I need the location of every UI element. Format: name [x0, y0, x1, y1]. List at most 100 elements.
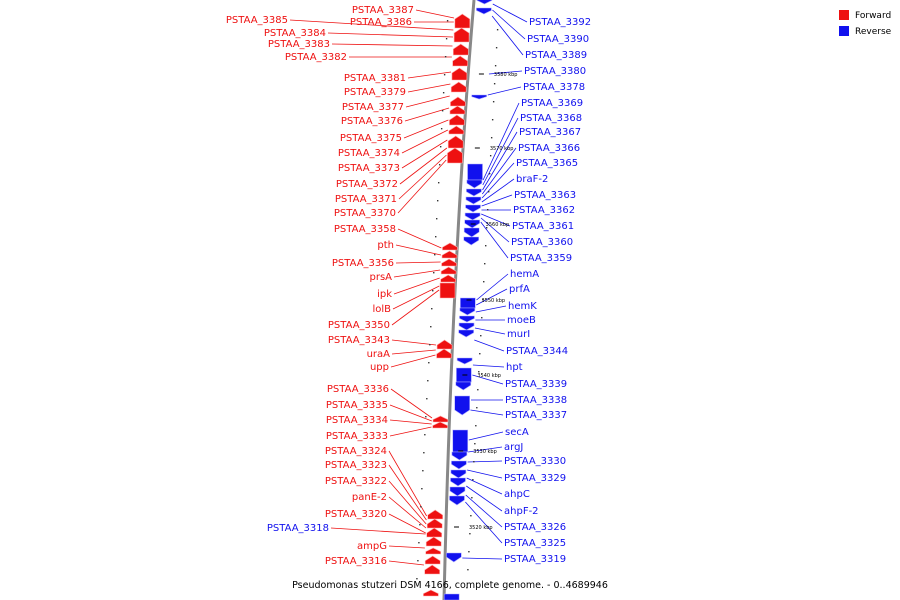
forward-gene-feature[interactable]: [424, 555, 441, 565]
reverse-gene-feature[interactable]: [476, 0, 493, 5]
forward-gene-feature[interactable]: [432, 421, 448, 429]
forward-gene-feature[interactable]: [447, 135, 464, 149]
forward-gene-feature[interactable]: [452, 55, 468, 67]
forward-gene-feature[interactable]: [425, 536, 442, 547]
forward-gene-feature[interactable]: [447, 147, 463, 164]
forward-gene-feature[interactable]: [442, 242, 458, 251]
forward-gene-feature[interactable]: [436, 339, 453, 350]
reverse-gene-feature[interactable]: [466, 179, 483, 189]
reverse-gene-feature[interactable]: [458, 322, 475, 331]
reverse-gene-label[interactable]: hemA: [510, 269, 539, 280]
reverse-gene-label[interactable]: PSTAA_3337: [505, 410, 567, 421]
forward-gene-label[interactable]: PSTAA_3386: [350, 17, 412, 28]
reverse-gene-feature[interactable]: [465, 196, 482, 205]
reverse-gene-label[interactable]: PSTAA_3344: [506, 346, 568, 357]
forward-gene-feature[interactable]: [454, 13, 471, 29]
reverse-gene-label[interactable]: hemK: [508, 301, 537, 312]
forward-gene-label[interactable]: PSTAA_3374: [338, 148, 400, 159]
reverse-gene-feature[interactable]: [449, 486, 466, 497]
reverse-gene-feature[interactable]: [450, 477, 466, 487]
forward-gene-label[interactable]: PSTAA_3384: [264, 28, 326, 39]
forward-gene-label[interactable]: PSTAA_3385: [226, 15, 288, 26]
forward-gene-label[interactable]: PSTAA_3335: [326, 400, 388, 411]
forward-gene-label[interactable]: PSTAA_3387: [352, 5, 414, 16]
reverse-gene-feature[interactable]: [459, 315, 475, 323]
forward-gene-label[interactable]: PSTAA_3377: [342, 102, 404, 113]
reverse-gene-label[interactable]: PSTAA_3390: [527, 34, 589, 45]
forward-gene-label[interactable]: PSTAA_3324: [325, 446, 387, 457]
forward-gene-label[interactable]: ipk: [377, 289, 392, 300]
forward-gene-feature[interactable]: [423, 589, 439, 597]
reverse-gene-label[interactable]: PSTAA_3338: [505, 395, 567, 406]
forward-gene-feature[interactable]: [453, 27, 470, 43]
forward-gene-feature[interactable]: [441, 258, 457, 267]
reverse-gene-label[interactable]: PSTAA_3380: [524, 66, 586, 77]
forward-gene-label[interactable]: PSTAA_3322: [325, 476, 387, 487]
forward-gene-feature[interactable]: [449, 105, 466, 115]
reverse-gene-feature[interactable]: [466, 188, 482, 197]
forward-gene-feature[interactable]: [448, 125, 465, 135]
reverse-gene-feature[interactable]: [451, 451, 468, 461]
reverse-gene-label[interactable]: moeB: [507, 315, 536, 326]
reverse-gene-feature[interactable]: [443, 593, 460, 600]
reverse-gene-label[interactable]: argJ: [504, 442, 523, 453]
forward-gene-label[interactable]: PSTAA_3375: [340, 133, 402, 144]
reverse-gene-label[interactable]: PSTAA_3360: [511, 237, 573, 248]
reverse-gene-label[interactable]: PSTAA_3392: [529, 17, 591, 28]
reverse-gene-label[interactable]: PSTAA_3366: [518, 143, 580, 154]
reverse-gene-label[interactable]: hpt: [506, 362, 523, 373]
reverse-gene-feature[interactable]: [460, 297, 476, 309]
reverse-gene-label[interactable]: PSTAA_3330: [504, 456, 566, 467]
reverse-gene-feature[interactable]: [465, 204, 481, 213]
reverse-gene-label[interactable]: PSTAA_3319: [504, 554, 566, 565]
forward-gene-label[interactable]: PSTAA_3370: [334, 208, 396, 219]
reverse-gene-feature[interactable]: [451, 460, 467, 470]
forward-gene-feature[interactable]: [427, 509, 444, 520]
forward-gene-label[interactable]: PSTAA_3382: [285, 52, 347, 63]
forward-gene-label[interactable]: PSTAA_3383: [268, 39, 330, 50]
reverse-gene-feature[interactable]: [458, 329, 474, 338]
forward-gene-feature[interactable]: [432, 415, 449, 423]
forward-gene-label[interactable]: PSTAA_3316: [325, 556, 387, 567]
forward-gene-feature[interactable]: [426, 527, 443, 538]
reverse-gene-label[interactable]: prfA: [509, 284, 530, 295]
forward-gene-label[interactable]: PSTAA_3320: [325, 509, 387, 520]
reverse-gene-feature[interactable]: [471, 94, 487, 100]
reverse-gene-label[interactable]: ahpF-2: [504, 506, 539, 517]
reverse-gene-label[interactable]: PSTAA_3339: [505, 379, 567, 390]
reverse-gene-label[interactable]: PSTAA_3359: [510, 253, 572, 264]
forward-gene-label[interactable]: prsA: [369, 272, 392, 283]
reverse-gene-feature[interactable]: [455, 381, 472, 391]
forward-gene-label[interactable]: PSTAA_3334: [326, 415, 388, 426]
forward-gene-feature[interactable]: [451, 67, 468, 81]
forward-gene-feature[interactable]: [436, 348, 452, 359]
forward-gene-label[interactable]: panE-2: [352, 492, 387, 503]
reverse-gene-label[interactable]: PSTAA_3325: [504, 538, 566, 549]
forward-gene-feature[interactable]: [449, 114, 465, 126]
reverse-gene-feature[interactable]: [464, 212, 481, 221]
reverse-gene-feature[interactable]: [450, 469, 467, 479]
reverse-gene-label[interactable]: PSTAA_3361: [512, 221, 574, 232]
forward-gene-label[interactable]: ampG: [357, 541, 387, 552]
forward-gene-label[interactable]: PSTAA_3336: [327, 384, 389, 395]
reverse-gene-feature[interactable]: [463, 227, 480, 238]
forward-gene-label[interactable]: PSTAA_3356: [332, 258, 394, 269]
reverse-gene-label[interactable]: ahpC: [504, 489, 530, 500]
reverse-gene-label[interactable]: PSTAA_3329: [504, 473, 566, 484]
forward-gene-label[interactable]: upp: [370, 362, 389, 373]
forward-gene-label[interactable]: PSTAA_3381: [344, 73, 406, 84]
forward-gene-label[interactable]: PSTAA_3373: [338, 163, 400, 174]
forward-gene-label[interactable]: lolB: [372, 304, 391, 315]
forward-gene-label[interactable]: PSTAA_3350: [328, 320, 390, 331]
reverse-gene-feature[interactable]: [456, 357, 473, 365]
reverse-gene-label[interactable]: PSTAA_3365: [516, 158, 578, 169]
reverse-gene-feature[interactable]: [463, 236, 480, 246]
reverse-gene-feature[interactable]: [467, 163, 483, 181]
reverse-gene-label[interactable]: PSTAA_3363: [514, 190, 576, 201]
forward-gene-feature[interactable]: [450, 81, 467, 93]
forward-gene-feature[interactable]: [450, 96, 466, 107]
forward-gene-feature[interactable]: [452, 43, 469, 56]
reverse-gene-feature[interactable]: [459, 307, 476, 316]
forward-gene-label[interactable]: uraA: [367, 349, 391, 360]
reverse-gene-feature[interactable]: [446, 552, 462, 563]
